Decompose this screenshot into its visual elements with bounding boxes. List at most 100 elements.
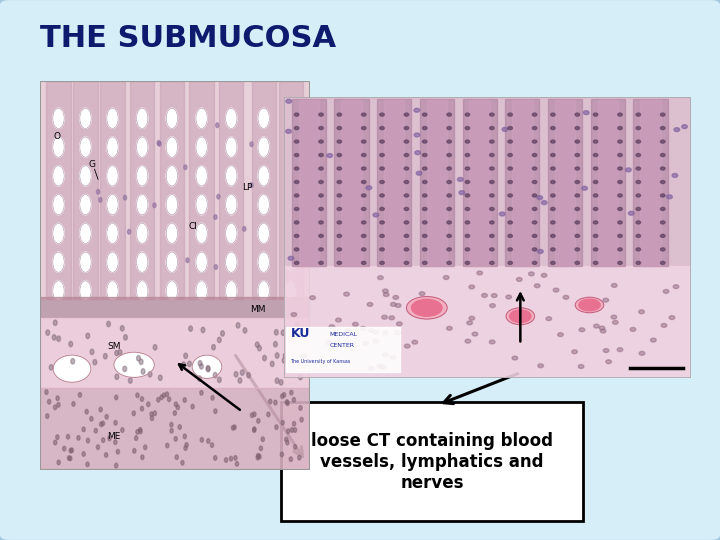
Circle shape <box>490 234 494 238</box>
Circle shape <box>297 455 301 460</box>
Ellipse shape <box>107 194 118 215</box>
Ellipse shape <box>53 281 64 301</box>
Ellipse shape <box>196 194 207 215</box>
Circle shape <box>491 294 497 298</box>
Circle shape <box>660 167 665 170</box>
Circle shape <box>650 338 656 342</box>
Circle shape <box>379 194 384 197</box>
Circle shape <box>211 395 214 400</box>
Circle shape <box>299 406 302 410</box>
Ellipse shape <box>80 194 91 215</box>
Circle shape <box>551 221 555 224</box>
Circle shape <box>465 140 469 143</box>
Bar <box>555 100 575 266</box>
Bar <box>640 100 661 266</box>
Circle shape <box>669 315 675 320</box>
Bar <box>135 85 150 299</box>
Circle shape <box>361 167 366 170</box>
Circle shape <box>230 456 233 461</box>
Circle shape <box>174 411 176 415</box>
Bar <box>469 100 490 266</box>
Circle shape <box>575 126 580 130</box>
Circle shape <box>575 167 580 170</box>
Circle shape <box>300 417 303 422</box>
Circle shape <box>447 194 451 197</box>
Circle shape <box>55 435 59 440</box>
Circle shape <box>538 249 543 253</box>
Circle shape <box>404 234 409 238</box>
Circle shape <box>490 153 494 157</box>
Circle shape <box>660 140 665 143</box>
Circle shape <box>383 353 389 357</box>
Circle shape <box>636 261 641 265</box>
Circle shape <box>382 315 387 319</box>
Ellipse shape <box>166 224 178 244</box>
Ellipse shape <box>53 108 64 129</box>
Circle shape <box>286 99 292 103</box>
Ellipse shape <box>196 224 207 244</box>
Bar <box>78 85 93 299</box>
Circle shape <box>404 180 409 184</box>
Bar <box>287 327 400 373</box>
Ellipse shape <box>196 166 207 186</box>
Circle shape <box>96 445 99 449</box>
Circle shape <box>294 180 299 184</box>
Circle shape <box>379 180 384 184</box>
Circle shape <box>575 113 580 116</box>
Circle shape <box>618 234 622 238</box>
Ellipse shape <box>258 166 269 186</box>
Circle shape <box>613 320 618 325</box>
Circle shape <box>423 194 427 197</box>
Circle shape <box>78 393 81 397</box>
Ellipse shape <box>53 166 64 186</box>
Circle shape <box>319 140 323 143</box>
Bar <box>46 81 71 299</box>
Circle shape <box>102 421 104 426</box>
Circle shape <box>660 180 665 184</box>
Circle shape <box>294 234 299 238</box>
Circle shape <box>508 140 513 143</box>
Circle shape <box>213 373 217 378</box>
Circle shape <box>139 429 142 434</box>
Circle shape <box>236 323 240 328</box>
Circle shape <box>593 221 598 224</box>
Circle shape <box>275 378 279 383</box>
Circle shape <box>423 153 427 157</box>
Circle shape <box>361 221 366 224</box>
Circle shape <box>157 397 160 402</box>
Circle shape <box>183 434 186 438</box>
Circle shape <box>428 310 434 314</box>
Circle shape <box>377 276 383 280</box>
Circle shape <box>45 414 49 418</box>
Ellipse shape <box>107 108 118 129</box>
Circle shape <box>508 180 513 184</box>
Circle shape <box>446 326 452 330</box>
Circle shape <box>162 393 166 397</box>
Circle shape <box>395 303 401 307</box>
Circle shape <box>457 178 463 181</box>
Bar <box>284 266 691 378</box>
Circle shape <box>292 422 296 426</box>
Circle shape <box>201 327 205 333</box>
Bar <box>224 85 239 299</box>
Circle shape <box>537 195 543 200</box>
Circle shape <box>319 248 323 251</box>
Ellipse shape <box>412 299 442 316</box>
Circle shape <box>290 428 294 433</box>
Circle shape <box>477 271 482 275</box>
Circle shape <box>532 153 537 157</box>
Circle shape <box>490 194 494 197</box>
Circle shape <box>551 167 555 170</box>
Circle shape <box>508 153 513 157</box>
Bar <box>40 297 310 318</box>
Circle shape <box>217 377 221 382</box>
Circle shape <box>166 392 168 396</box>
Circle shape <box>465 167 469 170</box>
Circle shape <box>617 348 623 352</box>
Ellipse shape <box>166 281 178 301</box>
Circle shape <box>660 221 665 224</box>
Circle shape <box>96 190 99 194</box>
Circle shape <box>636 194 641 197</box>
Circle shape <box>551 234 555 238</box>
Text: O: O <box>53 132 60 141</box>
